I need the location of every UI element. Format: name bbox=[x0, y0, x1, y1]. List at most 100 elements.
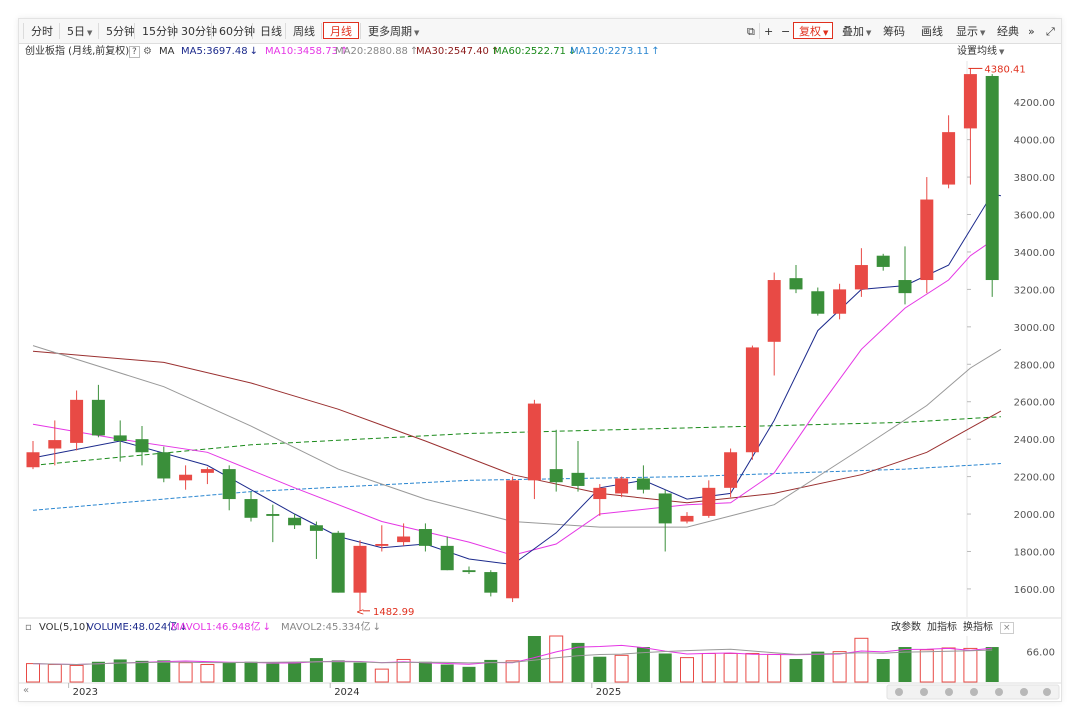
scrollbar-grip bbox=[995, 688, 1003, 696]
scrollbar-grip bbox=[1020, 688, 1028, 696]
candle-body bbox=[615, 478, 629, 494]
tab-period-5[interactable]: 60分钟 bbox=[219, 25, 255, 38]
scrollbar-grip bbox=[970, 688, 978, 696]
tool-button-2[interactable]: 筹码 bbox=[883, 25, 905, 38]
kline-chart[interactable]: 4200.00 4000.00 3800.00 3600.00 3400.00 3200.… bbox=[19, 19, 1061, 701]
volume-bar bbox=[374, 668, 389, 683]
volume-bar bbox=[505, 660, 520, 683]
price-tick-label: 2000.00 bbox=[1014, 510, 1055, 521]
price-tick-label: 1800.00 bbox=[1014, 547, 1055, 558]
multi-window-icon[interactable]: ⧉ bbox=[747, 25, 755, 38]
price-tick-label: 2200.00 bbox=[1014, 473, 1055, 484]
volume-bar bbox=[898, 647, 912, 682]
candle-body bbox=[484, 572, 498, 593]
volume-bar bbox=[723, 652, 738, 683]
tool-button-4[interactable]: 显示 ▼ bbox=[956, 25, 986, 38]
ma10-line bbox=[32, 240, 993, 556]
tab-period-0[interactable]: 分时 bbox=[31, 25, 53, 38]
volume-bar bbox=[571, 642, 585, 682]
time-tick-label: 2024 bbox=[334, 687, 359, 698]
tab-period-8[interactable]: 月线 bbox=[323, 22, 359, 39]
candle-body bbox=[157, 452, 171, 479]
volume-bar bbox=[113, 659, 127, 682]
zoom-out-icon[interactable]: − bbox=[781, 25, 791, 38]
candle-body bbox=[963, 74, 977, 129]
price-tick-label: 2400.00 bbox=[1014, 435, 1055, 446]
tab-period-4[interactable]: 30分钟 bbox=[181, 25, 217, 38]
volume-bar bbox=[178, 662, 193, 683]
low-label: 1482.99 bbox=[373, 607, 414, 618]
volume-legend-item: VOLUME:48.024亿 ↓ bbox=[87, 622, 188, 633]
candle-body bbox=[702, 487, 716, 516]
price-tick-label: 3600.00 bbox=[1014, 211, 1055, 222]
volume-bar bbox=[266, 663, 280, 682]
volume-bar bbox=[91, 661, 105, 682]
add-indicator-button[interactable]: 加指标 bbox=[927, 622, 957, 633]
tab-period-9[interactable]: 更多周期 ▼ bbox=[368, 25, 420, 38]
tool-button-3[interactable]: 画线 bbox=[921, 25, 943, 38]
ma-legend-item: MA120:2273.11 ↑ bbox=[570, 46, 660, 57]
chart-window: 分时 5日 ▼ 5分钟 15分钟 30分钟 60分钟 日线 周线 月线 更多周期 ▼ ⧉ + − 复权… bbox=[18, 18, 1062, 702]
gear-icon[interactable]: ⚙ bbox=[143, 46, 152, 57]
expand-icon[interactable]: ⤢ bbox=[1046, 25, 1055, 38]
candle-body bbox=[440, 545, 454, 571]
price-tick-label: 4000.00 bbox=[1014, 136, 1055, 147]
volume-bar bbox=[69, 664, 84, 683]
tab-period-2[interactable]: 5分钟 bbox=[106, 25, 135, 38]
candle-body bbox=[244, 499, 258, 518]
chevron-down-icon: ▼ bbox=[87, 29, 93, 37]
tab-period-7[interactable]: 周线 bbox=[293, 25, 315, 38]
volume-bar bbox=[135, 660, 149, 682]
tab-period-6[interactable]: 日线 bbox=[260, 25, 282, 38]
candle-body bbox=[767, 280, 781, 342]
volume-tick-label: 66.00 bbox=[1026, 648, 1055, 659]
candle-body bbox=[135, 439, 149, 453]
volume-bar bbox=[331, 660, 345, 682]
tool-button-1[interactable]: 叠加 ▼ bbox=[842, 25, 872, 38]
tab-period-3[interactable]: 15分钟 bbox=[142, 25, 178, 38]
ma60-line bbox=[32, 416, 1001, 466]
candle-body bbox=[593, 487, 607, 500]
volume-bar bbox=[418, 661, 432, 682]
volume-bar bbox=[484, 659, 498, 682]
price-tick-label: 3200.00 bbox=[1014, 285, 1055, 296]
help-icon[interactable]: ? bbox=[129, 46, 140, 58]
candle-body bbox=[462, 570, 476, 573]
volume-bar bbox=[288, 662, 302, 682]
volume-bar bbox=[811, 651, 825, 682]
candle-body bbox=[506, 480, 520, 599]
candle-body bbox=[571, 472, 585, 486]
candle-body bbox=[397, 536, 411, 543]
candle-body bbox=[48, 440, 62, 449]
ma-settings-button[interactable]: 设置均线 ▼ bbox=[957, 46, 1005, 57]
scrollbar-grip bbox=[920, 688, 928, 696]
candle-body bbox=[658, 493, 672, 524]
ma-legend-item: MA60:2522.71 ↓ bbox=[493, 46, 577, 57]
candle-body bbox=[898, 280, 912, 294]
mavol2-line bbox=[32, 648, 993, 666]
volume-bar bbox=[963, 647, 978, 683]
candle-body bbox=[680, 515, 694, 522]
zoom-in-icon[interactable]: + bbox=[764, 25, 774, 38]
tab-period-1[interactable]: 5日 ▼ bbox=[67, 25, 93, 38]
chevron-down-icon: ▼ bbox=[980, 29, 986, 37]
volume-title: VOL(5,10) bbox=[39, 622, 90, 633]
collapse-icon[interactable]: ▫ bbox=[25, 622, 32, 633]
switch-indicator-button[interactable]: 换指标 bbox=[963, 622, 993, 633]
price-tick-label: 3800.00 bbox=[1014, 173, 1055, 184]
volume-bar bbox=[832, 651, 847, 683]
tool-button-0[interactable]: 复权 ▼ bbox=[793, 22, 833, 39]
fast-forward-icon[interactable]: » bbox=[1028, 25, 1035, 38]
edit-params-button[interactable]: 改参数 bbox=[891, 622, 921, 633]
candle-body bbox=[113, 435, 127, 442]
tool-button-5[interactable]: 经典 bbox=[997, 25, 1019, 38]
volume-bar bbox=[26, 663, 40, 683]
volume-bar bbox=[222, 662, 236, 682]
close-icon[interactable]: × bbox=[1000, 622, 1014, 634]
scrollbar-grip bbox=[945, 688, 953, 696]
price-tick-label: 4200.00 bbox=[1014, 98, 1055, 109]
ma-legend-item: MA10:3458.73 ↑ bbox=[265, 46, 349, 57]
candle-body bbox=[70, 399, 84, 443]
price-tick-label: 2800.00 bbox=[1014, 360, 1055, 371]
time-tick-label: 2023 bbox=[73, 687, 98, 698]
